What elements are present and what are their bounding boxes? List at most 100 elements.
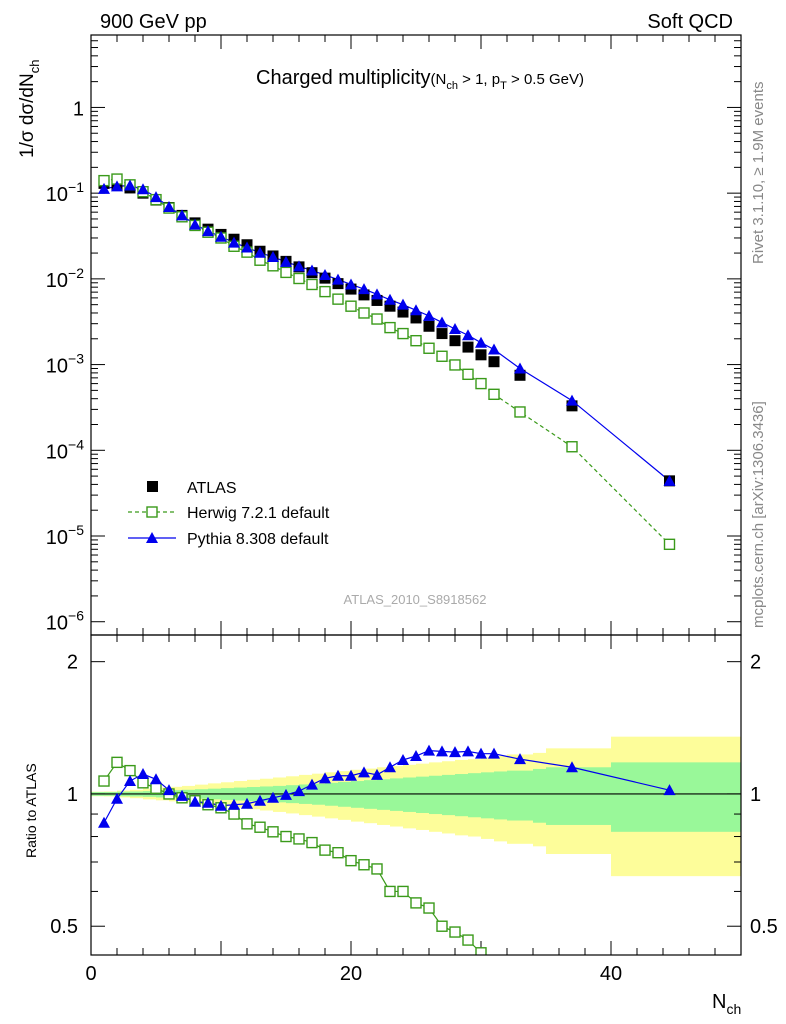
ratio-herwig-point — [98, 775, 110, 787]
pythia-point — [345, 278, 357, 290]
ratio-pythia-point — [663, 784, 676, 796]
ratio-herwig-point — [397, 885, 409, 898]
ratio-pythia-point — [267, 791, 279, 803]
pythia-point — [137, 183, 149, 195]
atlas-point — [358, 289, 370, 301]
ratio-pythia-point — [371, 768, 383, 780]
herwig-point — [384, 321, 396, 334]
pythia-point — [449, 323, 461, 335]
ratio-herwig-point — [462, 934, 474, 946]
ratio-pythia-point — [449, 746, 461, 758]
herwig-point — [319, 285, 331, 298]
ratio-plot-frame — [90, 634, 742, 956]
herwig-point — [566, 441, 578, 453]
legend-marker-pythia — [146, 532, 158, 543]
pythia-point — [176, 209, 188, 221]
pythia-point — [410, 304, 422, 316]
pythia-point — [566, 394, 578, 406]
ratio-green-band — [455, 774, 468, 817]
atlas-point — [449, 335, 461, 347]
ratio-green-band — [377, 779, 390, 810]
ratio-pythia-point — [137, 768, 149, 780]
ratio-y-tick-label: 0.5 — [50, 916, 78, 938]
energy-label: 900 GeV pp — [100, 11, 207, 33]
ratio-pythia-point — [176, 789, 188, 801]
pythia-point — [319, 268, 331, 280]
pythia-point — [371, 288, 383, 300]
ratio-herwig-point — [111, 756, 123, 769]
ratio-pythia-point — [332, 769, 344, 781]
pythia-point — [423, 309, 435, 321]
ratio-pythia-point — [215, 799, 227, 811]
pythia-point — [384, 293, 396, 305]
pythia-point — [306, 264, 318, 276]
ratio-pythia-point — [306, 778, 318, 790]
ratio-herwig-point — [267, 826, 279, 838]
ratio-herwig-point — [241, 818, 253, 830]
pythia-point — [98, 182, 110, 194]
legend-marker-atlas — [147, 481, 158, 492]
herwig-point — [475, 377, 487, 390]
x-axis-label: Nch — [712, 991, 741, 1017]
atlas-point — [462, 341, 474, 353]
ratio-herwig-point — [124, 764, 136, 777]
herwig-point — [306, 278, 318, 291]
ratio-herwig-point — [150, 782, 162, 795]
pythia-point — [163, 200, 175, 212]
pythia-point — [267, 250, 279, 262]
ratio-green-band — [481, 772, 494, 819]
main-series-layer — [98, 173, 676, 551]
atlas-point — [371, 294, 383, 306]
main-y-tick-label: 10−6 — [46, 608, 84, 635]
main-axis-ticks: 10−6 10−5 10−4 10−3 10−2 10−1 1 — [46, 34, 742, 635]
pythia-line — [103, 184, 670, 482]
ratio-green-band — [403, 777, 416, 812]
ratio-axis-ticks: 0.5 0.51 12 20 20 40 — [50, 635, 778, 985]
ratio-pythia-point — [254, 794, 266, 806]
ratio-pythia-point — [475, 747, 487, 759]
herwig-point — [436, 350, 448, 362]
herwig-point — [293, 272, 305, 285]
main-y-axis-label: 1/σ dσ/dNch — [17, 60, 42, 158]
herwig-point — [345, 300, 357, 312]
ratio-herwig-point — [371, 863, 383, 875]
ratio-herwig-point — [319, 844, 331, 856]
ratio-herwig-point — [293, 833, 305, 845]
ratio-pythia-point — [293, 785, 305, 797]
ratio-pythia-point — [111, 792, 123, 804]
pythia-point — [436, 316, 448, 328]
pythia-point — [215, 230, 227, 242]
herwig-point — [371, 313, 383, 325]
ratio-herwig-point — [306, 836, 318, 849]
source-label: mcplots.cern.ch [arXiv:1306.3436] — [750, 401, 767, 628]
ratio-y-tick-label-right: 0.5 — [750, 916, 778, 938]
ratio-pythia-point — [228, 798, 240, 810]
ratio-y-axis-label: Ratio to ATLAS — [23, 763, 39, 858]
ratio-pythia-point — [280, 788, 292, 800]
atlas-point — [475, 349, 487, 361]
pythia-point — [663, 474, 676, 486]
pythia-point — [228, 236, 240, 248]
pythia-point — [475, 336, 487, 348]
herwig-point — [449, 359, 461, 371]
legend-entry-pythia: Pythia 8.308 default — [187, 531, 329, 548]
analysis-label: ATLAS_2010_S8918562 — [344, 592, 487, 607]
pythia-point — [254, 246, 266, 258]
ratio-pythia-point — [202, 796, 214, 808]
legend-marker-herwig — [146, 506, 158, 518]
herwig-point — [423, 342, 435, 354]
pythia-point — [124, 179, 136, 191]
ratio-series-layer — [98, 744, 676, 955]
herwig-line — [103, 178, 670, 545]
herwig-point — [410, 334, 422, 347]
ratio-green-band — [533, 768, 546, 823]
herwig-point — [267, 260, 279, 272]
ratio-green-band — [546, 767, 611, 825]
main-y-tick-label: 1 — [73, 98, 84, 120]
herwig-point — [488, 388, 500, 401]
main-y-tick-label: 10−3 — [46, 351, 84, 378]
ratio-pythia-point — [397, 753, 409, 765]
atlas-point — [566, 400, 578, 412]
ratio-pythia-point — [358, 766, 370, 778]
